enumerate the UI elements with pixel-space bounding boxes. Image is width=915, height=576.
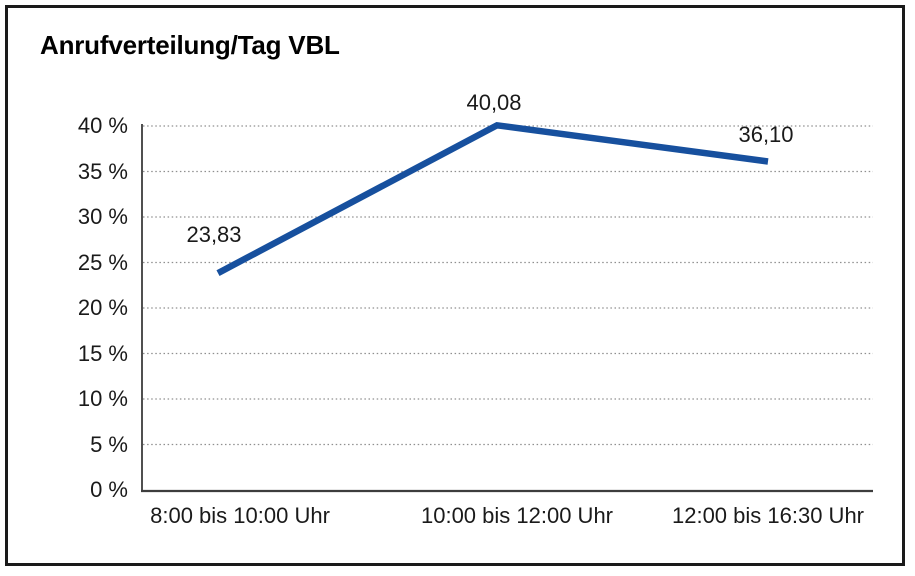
y-tick-label: 30 % [77, 204, 128, 229]
chart-frame-border [5, 5, 905, 566]
y-tick-label: 10 % [77, 386, 128, 411]
data-point-label: 36,10 [738, 121, 794, 147]
y-tick-label: 5 % [90, 431, 128, 457]
chart-title: Anrufverteilung/Tag VBL [40, 30, 340, 60]
data-point-label: 23,83 [186, 222, 242, 248]
y-tick-label: 40 % [77, 113, 128, 138]
y-tick-label: 35 % [77, 158, 128, 184]
x-category-label: 8:00 bis 10:00 Uhr [150, 503, 330, 528]
y-tick-label: 15 % [77, 340, 128, 366]
x-category-label: 10:00 bis 12:00 Uhr [420, 503, 614, 528]
data-point-label: 40,08 [466, 90, 522, 116]
x-category-label: 12:00 bis 16:30 Uhr [671, 503, 865, 528]
series-line [216, 121, 769, 276]
y-tick-label: 20 % [77, 295, 128, 320]
y-tick-label: 25 % [77, 249, 128, 275]
y-tick-label: 0 % [90, 477, 128, 502]
